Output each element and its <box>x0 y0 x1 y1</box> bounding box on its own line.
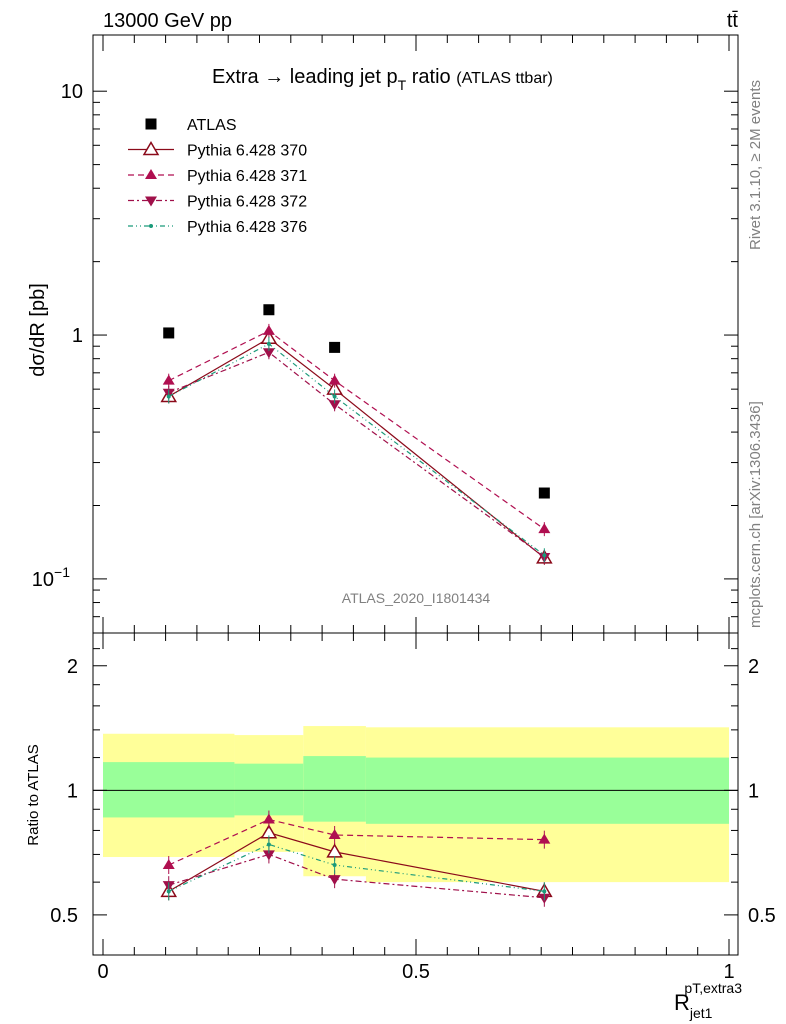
series-3 <box>162 345 551 564</box>
data-point <box>542 553 547 558</box>
mcplots-label: mcplots.cern.ch [arXiv:1306.3436] <box>747 401 764 628</box>
ratio-panel: 0 0.5 1 2 2 1 1 0.5 0.5 <box>50 632 776 983</box>
ratio-y-tick-label: 1 <box>67 780 78 802</box>
data-point <box>538 487 550 499</box>
analysis-label: ATLAS_2020_I1801434 <box>342 590 491 606</box>
legend-label: Pythia 6.428 370 <box>187 143 307 160</box>
legend-label: Pythia 6.428 376 <box>187 219 307 236</box>
data-point <box>262 324 275 335</box>
series-1 <box>160 329 553 565</box>
data-point <box>332 863 337 868</box>
series-line <box>168 843 545 892</box>
data-point <box>262 850 275 861</box>
rivet-label: Rivet 3.1.10, ≥ 2M events <box>747 80 764 250</box>
data-point <box>538 523 551 534</box>
band-inner <box>234 763 304 816</box>
series-0 <box>163 304 550 499</box>
data-point <box>328 400 341 411</box>
data-point <box>262 813 275 824</box>
ratio-y-tick-label: 2 <box>67 656 78 678</box>
data-point <box>262 348 275 359</box>
process-label: tt̄ <box>727 10 739 32</box>
data-point <box>328 374 341 385</box>
data-point <box>142 141 160 156</box>
data-point <box>332 394 337 399</box>
plot-title: Extra → leading jet pT ratio (ATLAS ttba… <box>212 66 553 93</box>
band-inner <box>303 756 366 822</box>
data-point <box>329 341 341 353</box>
ratio-y-tick-label: 1 <box>748 780 759 802</box>
series-4 <box>166 336 547 563</box>
legend-label: ATLAS <box>187 117 237 134</box>
series-line <box>168 818 545 866</box>
energy-label: 13000 GeV pp <box>103 10 232 32</box>
legend-label: Pythia 6.428 372 <box>187 194 307 211</box>
plot-title-main: Extra → leading jet p <box>212 66 398 88</box>
y-tick-label: 10 <box>61 81 83 103</box>
x-tick-label: 0 <box>97 961 108 983</box>
plot-title-sub: T <box>398 77 407 93</box>
data-point <box>149 224 153 228</box>
data-point <box>328 875 341 886</box>
ratio-y-tick-label: 0.5 <box>748 905 776 927</box>
data-point <box>145 196 157 207</box>
series-line <box>168 343 545 556</box>
main-panel: 10 1 10−1 <box>32 34 739 634</box>
series-ratio-2 <box>162 810 551 875</box>
series-line <box>168 853 545 899</box>
legend-entry-3: Pythia 6.428 372 <box>128 194 307 211</box>
data-point <box>166 394 171 399</box>
y-tick-label: 1 <box>72 325 83 347</box>
legend-label: Pythia 6.428 371 <box>187 168 307 185</box>
ratio-y-tick-label: 2 <box>748 656 759 678</box>
data-point <box>266 341 271 346</box>
legend-entry-2: Pythia 6.428 371 <box>128 168 307 185</box>
band-inner <box>103 762 235 818</box>
legend-entry-1: Pythia 6.428 370 <box>128 141 307 160</box>
data-point <box>163 327 175 339</box>
x-axis-label: Rjet1pT,extra3 <box>674 980 742 1021</box>
y-axis-label-ratio: Ratio to ATLAS <box>25 744 42 845</box>
ratio-y-tick-label: 0.5 <box>50 905 78 927</box>
series-line <box>168 337 545 559</box>
legend-entry-4: Pythia 6.428 376 <box>128 219 307 236</box>
data-point <box>145 118 157 130</box>
plot-title-tag: (ATLAS ttbar) <box>456 70 553 87</box>
data-point <box>538 833 551 844</box>
series-2 <box>162 323 551 537</box>
data-point <box>263 304 275 316</box>
data-point <box>166 889 171 894</box>
data-point <box>328 828 341 839</box>
data-point <box>162 859 175 870</box>
series-ratio-4 <box>166 835 547 901</box>
y-tick-label: 10−1 <box>32 564 70 591</box>
plot-title-suffix: ratio <box>406 66 450 88</box>
x-tick-label: 0.5 <box>402 961 430 983</box>
y-axis-label-main: dσ/dR [pb] <box>27 283 49 377</box>
legend-entry-0: ATLAS <box>145 117 237 134</box>
data-point <box>162 374 175 385</box>
data-point <box>542 889 547 894</box>
data-point <box>145 169 157 179</box>
series-line <box>168 351 545 558</box>
x-tick-label: 1 <box>723 961 734 983</box>
series-line <box>168 832 545 892</box>
data-point <box>266 842 271 847</box>
series-line <box>168 330 545 530</box>
legend: ATLAS Pythia 6.428 370 Pythia 6.428 371 Pyt… <box>128 117 307 236</box>
